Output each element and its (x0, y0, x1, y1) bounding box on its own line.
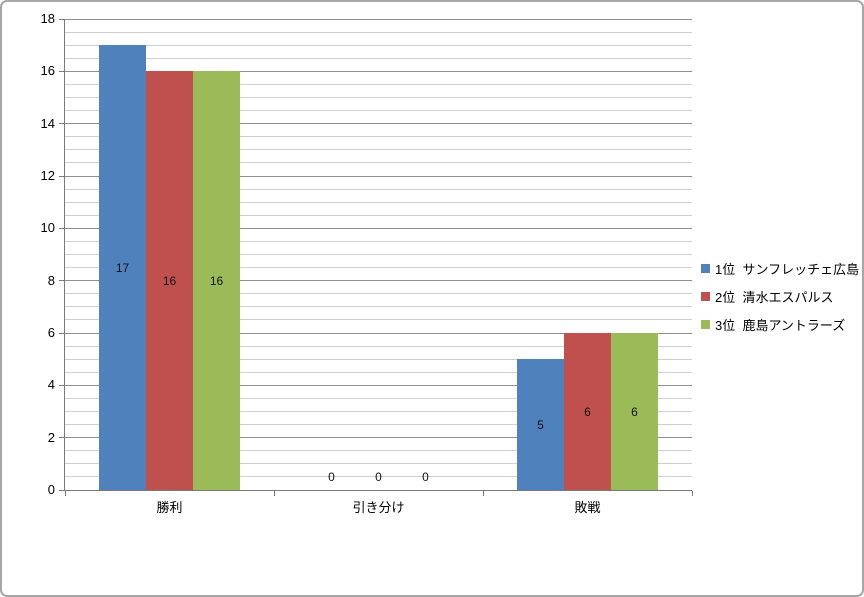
gridline-minor (65, 371, 692, 373)
y-tick (59, 332, 64, 334)
bar-value-label: 0 (328, 470, 335, 484)
gridline-minor (65, 149, 692, 151)
x-tick (64, 491, 66, 496)
bar-series-1 (99, 45, 146, 490)
legend-swatch-icon (701, 263, 710, 273)
bar-value-label: 6 (631, 404, 638, 419)
gridline-minor (65, 306, 692, 308)
bar-series-3 (193, 71, 240, 490)
y-tick-label: 8 (47, 272, 55, 288)
y-axis-line (64, 19, 65, 491)
legend-item: 3位 鹿島アントラーズ (701, 310, 859, 338)
gridline-minor (65, 97, 692, 98)
y-tick (59, 384, 64, 386)
x-tick (691, 491, 693, 496)
gridline-minor (65, 83, 692, 85)
bar-series-3 (611, 333, 658, 490)
gridline-minor (65, 267, 692, 269)
bar-series-2 (564, 333, 611, 490)
gridline-minor (65, 463, 692, 465)
gridline-major (65, 227, 692, 229)
category-label: 敗戦 (574, 500, 601, 515)
x-tick (482, 491, 484, 496)
legend-label: 3位 鹿島アントラーズ (715, 317, 846, 333)
y-tick (59, 18, 64, 20)
category-label: 勝利 (156, 500, 183, 515)
y-tick-label: 4 (47, 377, 55, 393)
y-tick (59, 489, 64, 491)
bar-series-1 (517, 359, 564, 490)
y-tick-label: 6 (47, 325, 55, 340)
gridline-minor (65, 397, 692, 399)
legend-swatch-icon (701, 319, 710, 329)
gridline-minor (65, 240, 692, 242)
category-label: 引き分け (352, 500, 405, 515)
bar-value-label: 6 (584, 404, 591, 419)
y-tick (59, 175, 64, 177)
gridline-minor (65, 254, 692, 255)
gridline-major (65, 18, 692, 20)
legend-swatch-icon (701, 291, 710, 301)
legend-item: 1位 サンフレッチェ広島 (701, 254, 859, 282)
bar-value-label: 0 (375, 470, 382, 484)
gridline-minor (65, 201, 692, 203)
gridline-minor (65, 57, 692, 59)
gridline-minor (65, 44, 692, 46)
bar-value-label: 16 (162, 273, 177, 288)
gridline-minor (65, 293, 692, 295)
gridline-minor (65, 345, 692, 347)
gridline-major (65, 280, 692, 282)
bar-value-label: 16 (209, 273, 224, 288)
bar-value-label: 17 (115, 260, 130, 275)
y-tick-label: 14 (40, 115, 55, 131)
y-tick-label: 10 (40, 220, 55, 236)
bar-value-label: 5 (537, 417, 544, 432)
gridline-minor (65, 476, 692, 478)
y-tick-label: 16 (40, 63, 55, 79)
legend-label: 1位 サンフレッチェ広島 (715, 261, 860, 277)
gridline-minor (65, 424, 692, 426)
gridline-minor (65, 110, 692, 112)
y-tick (59, 437, 64, 439)
gridline-minor (65, 319, 692, 321)
gridline-major (65, 175, 692, 177)
gridline-minor (65, 31, 692, 33)
y-tick (59, 227, 64, 229)
gridline-minor (65, 358, 692, 360)
gridline-minor (65, 450, 692, 452)
gridline-major (65, 437, 692, 439)
gridline-major (65, 123, 692, 125)
gridline-minor (65, 214, 692, 216)
gridline-major (65, 384, 692, 386)
y-tick-label: 12 (40, 168, 55, 183)
gridline-minor (65, 162, 692, 164)
y-tick-label: 18 (40, 11, 55, 26)
bar-value-label: 0 (422, 470, 429, 484)
y-tick (59, 123, 64, 125)
gridline-minor (65, 411, 692, 412)
legend-item: 2位 清水エスパルス (701, 282, 859, 310)
y-tick-label: 2 (47, 429, 55, 445)
gridline-major (65, 70, 692, 72)
x-tick (273, 491, 275, 496)
y-tick (59, 70, 64, 72)
x-axis-line (64, 490, 692, 491)
gridline-major (65, 332, 692, 334)
gridline-minor (65, 188, 692, 190)
gridline-minor (65, 136, 692, 138)
legend-label: 2位 清水エスパルス (715, 289, 834, 305)
y-tick-label: 0 (47, 482, 55, 497)
legend: 1位 サンフレッチェ広島 2位 清水エスパルス 3位 鹿島アントラーズ (701, 254, 859, 338)
bar-series-2 (146, 71, 193, 490)
y-tick (59, 280, 64, 282)
